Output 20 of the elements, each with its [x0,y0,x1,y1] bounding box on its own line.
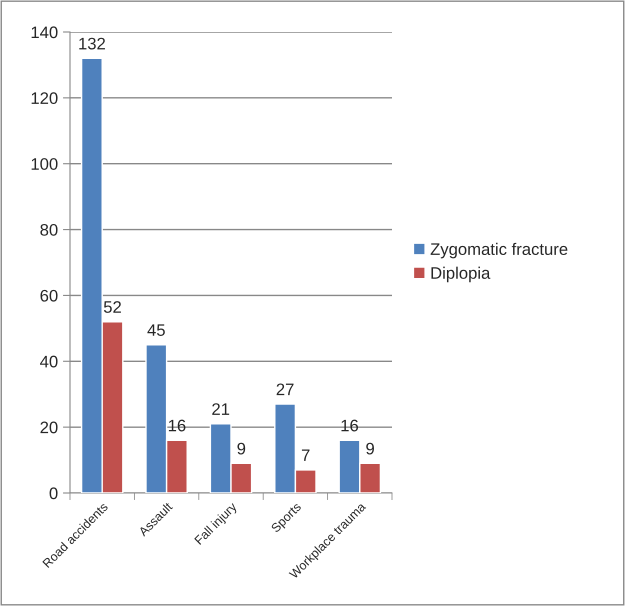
legend-label: Zygomatic fracture [430,242,568,258]
data-label: 16 [342,420,358,432]
data-label: 45 [147,324,165,336]
data-label: 9 [366,442,374,455]
data-label: 7 [302,449,310,461]
data-label: 16 [168,420,186,432]
y-tick-label: 40 [40,356,58,368]
y-tick-label: 140 [32,26,58,38]
y-tick-label: 100 [32,158,58,170]
y-tick-label: 80 [40,224,58,236]
data-label: 9 [237,442,246,455]
data-label: 27 [276,383,294,396]
data-label: 132 [79,38,105,50]
data-label: 52 [104,301,121,313]
legend-label: Diplopia [431,266,490,282]
y-tick-label: 60 [40,290,58,302]
y-tick-label: 120 [32,92,58,104]
data-label: 21 [212,403,230,415]
y-tick-label: 0 [50,487,58,500]
y-tick-label: 20 [40,422,58,434]
